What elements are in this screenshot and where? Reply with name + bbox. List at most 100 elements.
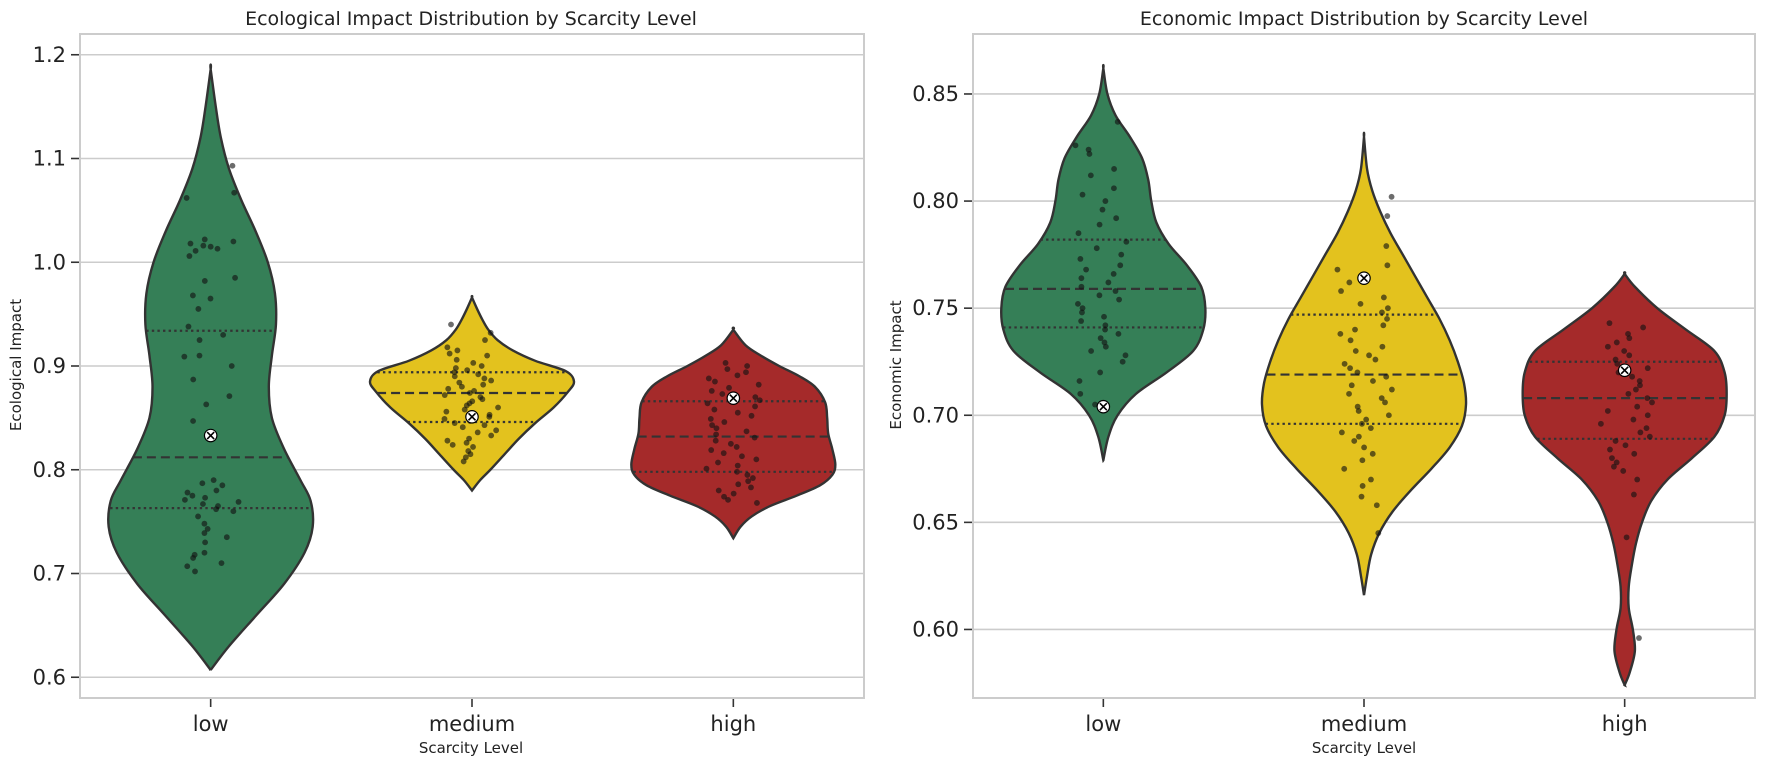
data-point — [1123, 238, 1130, 245]
data-point — [1355, 433, 1362, 440]
data-point — [201, 236, 208, 243]
data-point — [201, 530, 208, 536]
data-point — [213, 506, 219, 513]
data-point — [1385, 412, 1392, 419]
data-point — [1348, 382, 1355, 389]
mean-marker — [1617, 363, 1632, 378]
data-point — [461, 406, 468, 413]
data-point — [1085, 146, 1092, 153]
data-point — [733, 444, 740, 450]
data-point — [726, 384, 732, 391]
data-point — [1338, 429, 1345, 436]
ecological-impact-panel: Ecological Impact Distribution by Scarci… — [7, 8, 865, 757]
data-point — [1380, 294, 1387, 301]
data-point — [1096, 221, 1103, 228]
data-point — [1640, 324, 1647, 331]
data-point — [231, 189, 238, 196]
data-point — [1354, 369, 1361, 376]
data-point — [445, 385, 452, 392]
data-point — [715, 459, 721, 466]
data-point — [1355, 408, 1362, 414]
data-point — [201, 549, 208, 556]
data-point — [1346, 390, 1352, 397]
data-point — [721, 419, 728, 425]
data-point — [1621, 348, 1628, 354]
data-point — [713, 431, 720, 438]
data-point — [704, 400, 711, 407]
data-point — [1346, 279, 1353, 286]
data-point — [449, 441, 456, 448]
data-point — [1622, 442, 1629, 449]
data-point — [1383, 373, 1390, 380]
data-point — [190, 418, 196, 424]
x-tick-label: high — [1602, 712, 1648, 736]
data-point — [1347, 337, 1354, 344]
data-point — [460, 458, 467, 465]
data-point — [486, 413, 493, 420]
data-point — [183, 195, 190, 201]
violin-low — [1000, 63, 1207, 461]
data-point — [1110, 271, 1117, 277]
data-point — [1079, 191, 1086, 198]
data-point — [1363, 416, 1370, 423]
data-point — [1101, 313, 1107, 320]
data-point — [1117, 262, 1124, 269]
data-point — [734, 409, 741, 416]
data-point — [1644, 395, 1651, 402]
y-tick-label: 0.65 — [912, 510, 959, 534]
data-point — [1338, 288, 1344, 294]
data-point — [708, 447, 715, 453]
data-point — [451, 420, 458, 426]
data-point — [1359, 457, 1366, 464]
data-point — [1347, 365, 1353, 372]
y-tick-label: 0.7 — [33, 562, 66, 586]
x-tick-label: low — [193, 712, 229, 736]
data-point — [1637, 429, 1644, 436]
data-point — [1388, 193, 1395, 200]
data-point — [734, 468, 740, 475]
data-point — [744, 472, 751, 478]
data-point — [218, 560, 225, 567]
data-point — [1075, 230, 1082, 237]
data-point — [1369, 450, 1376, 457]
data-point — [1385, 305, 1391, 312]
data-point — [1078, 283, 1085, 290]
data-point — [1113, 215, 1120, 222]
y-tick-label: 0.80 — [912, 189, 959, 213]
data-point — [1612, 438, 1619, 444]
data-point — [1370, 378, 1376, 384]
data-point — [749, 475, 756, 481]
mean-marker — [1096, 399, 1111, 414]
data-point — [470, 444, 476, 450]
data-point — [1378, 395, 1385, 402]
data-point — [182, 496, 188, 503]
data-point — [1358, 493, 1365, 500]
data-point — [1623, 534, 1630, 541]
data-point — [1604, 408, 1611, 414]
data-point — [1629, 373, 1636, 380]
data-point — [1086, 151, 1093, 157]
data-point — [190, 555, 197, 561]
data-point — [441, 392, 448, 398]
data-point — [466, 390, 473, 396]
y-tick-label: 0.9 — [33, 354, 66, 378]
data-point — [743, 428, 750, 435]
plot-frame — [79, 33, 865, 699]
data-point — [441, 416, 448, 422]
data-point — [1636, 635, 1642, 641]
data-point — [1341, 465, 1348, 472]
data-point — [707, 416, 714, 422]
data-point — [451, 373, 458, 380]
x-axis-label: Scarcity Level — [419, 739, 523, 757]
data-point — [709, 422, 716, 429]
data-point — [1643, 425, 1650, 432]
data-point — [721, 493, 727, 500]
data-point — [1634, 403, 1641, 410]
x-axis-label: Scarcity Level — [1312, 739, 1416, 757]
chart-title: Ecological Impact Distribution by Scarci… — [245, 8, 697, 30]
data-point — [207, 295, 214, 302]
data-point — [703, 465, 710, 472]
data-point — [724, 366, 731, 373]
data-point — [752, 403, 758, 410]
